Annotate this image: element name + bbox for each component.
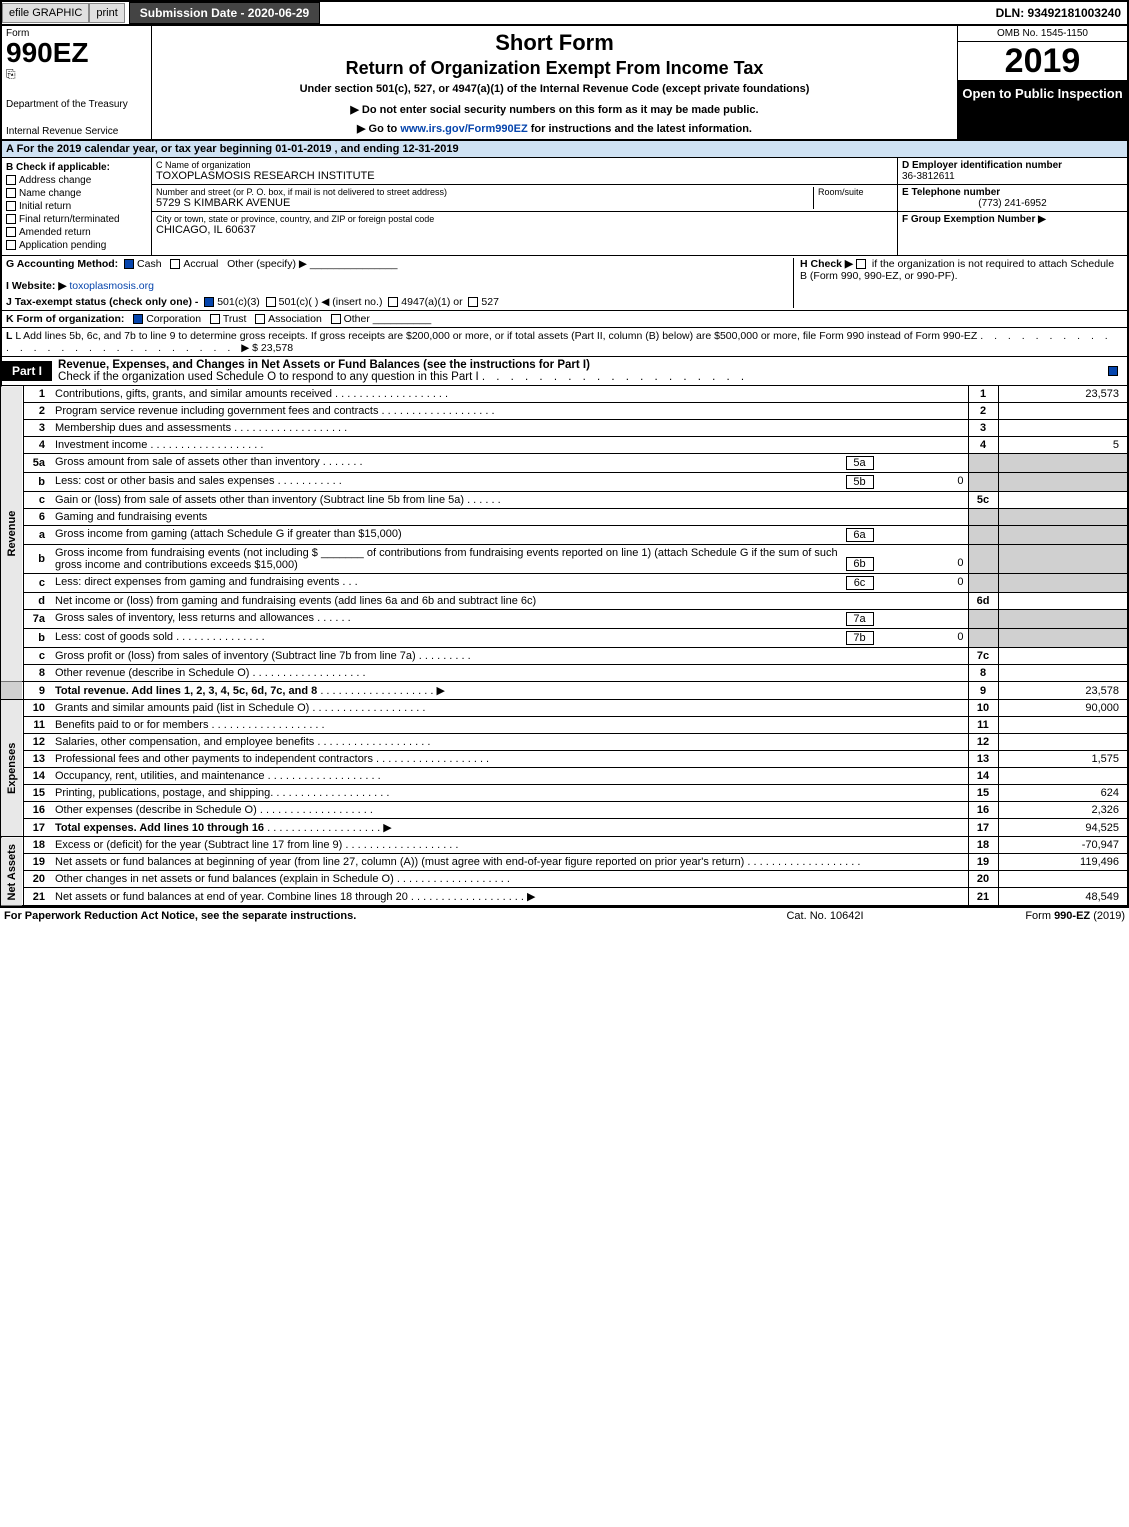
meta-ghi: G Accounting Method: Cash Accrual Other … — [0, 256, 1129, 311]
efile-button[interactable]: efile GRAPHIC — [2, 3, 89, 23]
col-c: C Name of organization TOXOPLASMOSIS RES… — [152, 158, 897, 255]
title-short-form: Short Form — [158, 30, 951, 56]
org-street: 5729 S KIMBARK AVENUE — [156, 197, 813, 209]
org-name: TOXOPLASMOSIS RESEARCH INSTITUTE — [156, 170, 893, 182]
expenses-tab: Expenses — [1, 700, 23, 837]
part1-table: Revenue 1Contributions, gifts, grants, a… — [0, 386, 1129, 907]
amt-16: 2,326 — [998, 802, 1128, 819]
open-inspection: Open to Public Inspection — [958, 80, 1127, 139]
form-number: 990EZ — [6, 39, 147, 67]
irs: Internal Revenue Service — [6, 126, 147, 137]
tax-year: 2019 — [958, 42, 1127, 80]
cat-no: Cat. No. 10642I — [725, 910, 925, 922]
entity-block: B Check if applicable: Address change Na… — [0, 158, 1129, 256]
amt-21: 48,549 — [998, 888, 1128, 907]
irs-link[interactable]: www.irs.gov/Form990EZ — [400, 123, 527, 135]
warning-ssn: ▶ Do not enter social security numbers o… — [158, 103, 951, 116]
line-l: L L Add lines 5b, 6c, and 7b to line 9 t… — [0, 328, 1129, 357]
line-k: K Form of organization: Corporation Trus… — [0, 311, 1129, 328]
print-button[interactable]: print — [89, 3, 124, 23]
netassets-tab: Net Assets — [1, 837, 23, 907]
amt-19: 119,496 — [998, 854, 1128, 871]
amt-10: 90,000 — [998, 700, 1128, 717]
amt-4: 5 — [998, 437, 1128, 454]
revenue-tab: Revenue — [1, 386, 23, 682]
amt-13: 1,575 — [998, 751, 1128, 768]
gross-receipts: ▶ $ 23,578 — [241, 342, 293, 354]
dept: Department of the Treasury — [6, 99, 147, 110]
dln: DLN: 93492181003240 — [996, 6, 1127, 20]
org-city: CHICAGO, IL 60637 — [156, 224, 893, 236]
amt-9: 23,578 — [998, 682, 1128, 700]
form-ref: Form 990-EZ (2019) — [925, 910, 1125, 922]
omb: OMB No. 1545-1150 — [958, 26, 1127, 42]
col-b: B Check if applicable: Address change Na… — [2, 158, 152, 255]
amt-15: 624 — [998, 785, 1128, 802]
row-a: A For the 2019 calendar year, or tax yea… — [0, 141, 1129, 158]
col-def: D Employer identification number 36-3812… — [897, 158, 1127, 255]
title-return: Return of Organization Exempt From Incom… — [158, 58, 951, 79]
topbar: efile GRAPHIC print Submission Date - 20… — [0, 0, 1129, 26]
amt-18: -70,947 — [998, 837, 1128, 854]
telephone: (773) 241-6952 — [902, 198, 1123, 209]
website-link[interactable]: toxoplasmosis.org — [69, 280, 154, 292]
part1-header: Part I Revenue, Expenses, and Changes in… — [0, 357, 1129, 386]
header: Form 990EZ ⎘ Department of the Treasury … — [0, 26, 1129, 141]
submission-date: Submission Date - 2020-06-29 — [129, 2, 320, 24]
amt-1: 23,573 — [998, 386, 1128, 403]
subtitle-section: Under section 501(c), 527, or 4947(a)(1)… — [158, 83, 951, 95]
amt-17: 94,525 — [998, 819, 1128, 837]
ein: 36-3812611 — [902, 171, 1123, 182]
part1-checkbox[interactable] — [1108, 366, 1118, 376]
footer: For Paperwork Reduction Act Notice, see … — [0, 907, 1129, 924]
paperwork-notice: For Paperwork Reduction Act Notice, see … — [4, 910, 725, 922]
goto-line: ▶ Go to www.irs.gov/Form990EZ for instru… — [158, 122, 951, 135]
